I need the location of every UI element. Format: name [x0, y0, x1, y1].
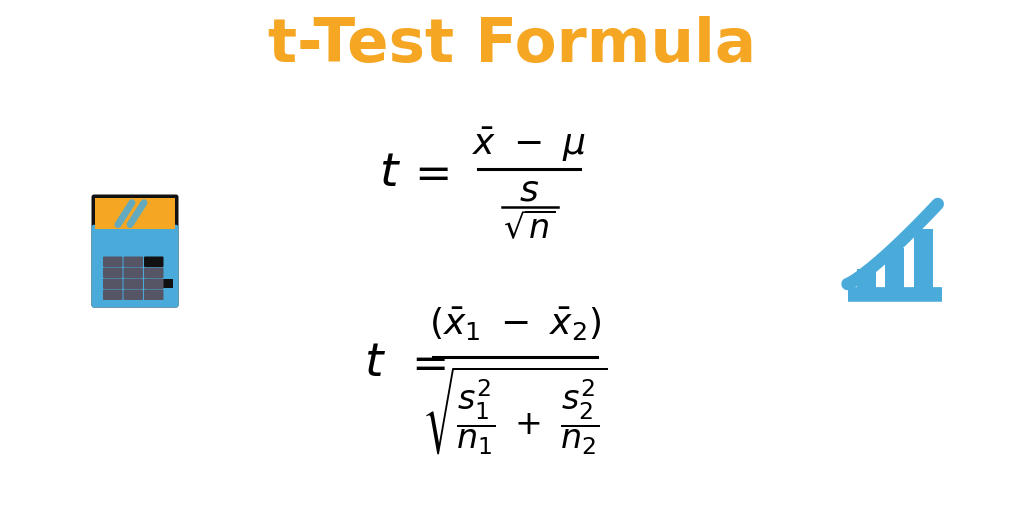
FancyBboxPatch shape [144, 268, 164, 278]
Bar [95, 198, 175, 229]
FancyBboxPatch shape [144, 257, 164, 267]
FancyBboxPatch shape [103, 278, 123, 289]
FancyBboxPatch shape [124, 257, 143, 267]
Text: $s$: $s$ [519, 174, 539, 208]
Text: $=$: $=$ [407, 153, 450, 196]
FancyBboxPatch shape [124, 268, 143, 278]
FancyBboxPatch shape [91, 195, 178, 308]
Bar [857, 269, 876, 291]
Text: $\sqrt{\dfrac{s_1^2}{n_1}\ +\ \dfrac{s_2^2}{n_2}}$: $\sqrt{\dfrac{s_1^2}{n_1}\ +\ \dfrac{s_2… [422, 364, 607, 456]
Bar [886, 248, 904, 291]
Bar [914, 229, 933, 291]
FancyBboxPatch shape [124, 278, 143, 289]
FancyBboxPatch shape [103, 289, 123, 300]
FancyBboxPatch shape [103, 257, 123, 267]
Text: $=$: $=$ [403, 342, 446, 386]
Text: t-Test Formula: t-Test Formula [268, 16, 756, 75]
Text: $(\bar{x}_1\ -\ \bar{x}_2)$: $(\bar{x}_1\ -\ \bar{x}_2)$ [429, 306, 601, 342]
FancyBboxPatch shape [91, 225, 178, 308]
FancyBboxPatch shape [144, 278, 164, 289]
FancyBboxPatch shape [124, 289, 143, 300]
Bar [162, 279, 173, 288]
Text: $\bar{x}\ -\ \mu$: $\bar{x}\ -\ \mu$ [472, 125, 586, 164]
Text: $\sqrt{n}$: $\sqrt{n}$ [503, 211, 555, 245]
FancyBboxPatch shape [144, 289, 164, 300]
Text: $t$: $t$ [379, 151, 401, 197]
Text: $t$: $t$ [364, 341, 386, 387]
FancyBboxPatch shape [103, 268, 123, 278]
